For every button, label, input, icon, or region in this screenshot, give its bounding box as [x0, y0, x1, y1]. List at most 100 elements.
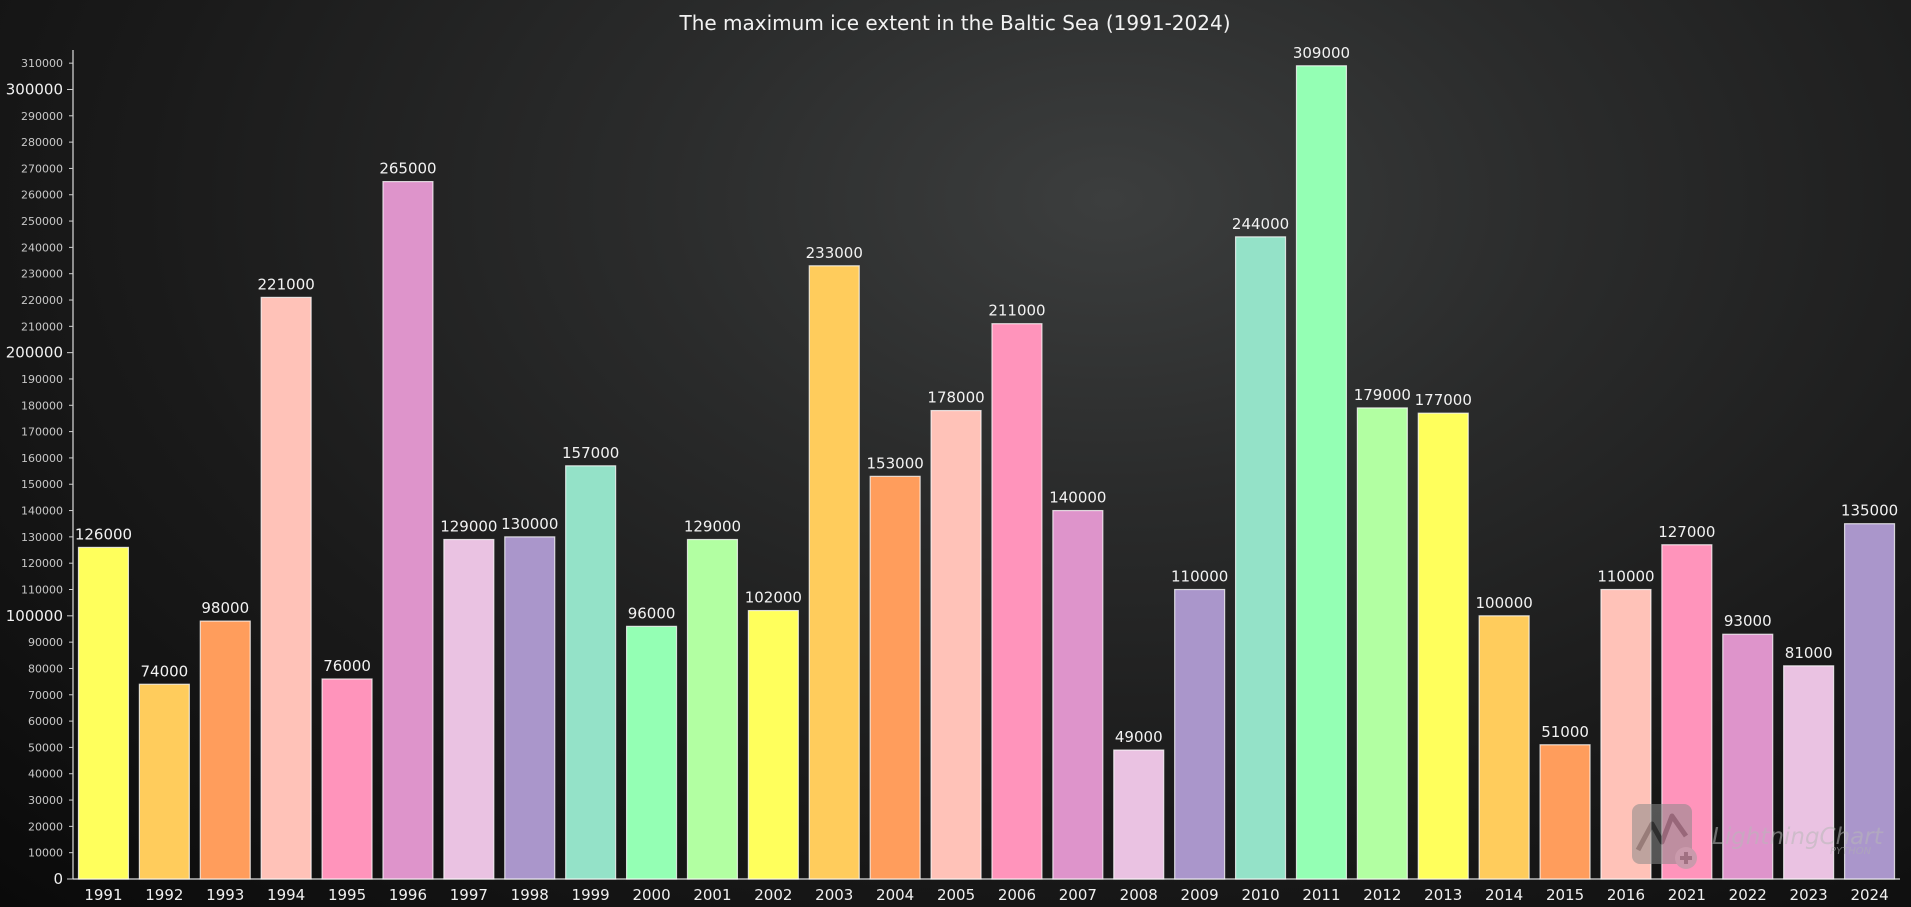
data-label-1995: 76000 — [323, 657, 371, 675]
data-label-2000: 96000 — [628, 604, 676, 622]
data-label-2008: 49000 — [1115, 728, 1163, 746]
bar-1993 — [199, 620, 251, 880]
x-tick-label-1995: 1995 — [328, 886, 366, 904]
bar-2005 — [930, 409, 982, 880]
x-tick-label-2014: 2014 — [1485, 886, 1523, 904]
chart-title: The maximum ice extent in the Baltic Sea… — [679, 11, 1231, 35]
x-tick-label-2009: 2009 — [1181, 886, 1219, 904]
bar-2024 — [1843, 523, 1896, 880]
bar-2023 — [1783, 665, 1835, 880]
x-tick-label-2003: 2003 — [815, 886, 853, 904]
bar-series — [77, 65, 1896, 880]
bar-2003 — [808, 265, 860, 880]
bar-2001 — [686, 538, 739, 880]
y-tick-label: 0 — [53, 870, 63, 888]
x-tick-label-2021: 2021 — [1668, 886, 1706, 904]
y-tick-label: 100000 — [6, 607, 63, 625]
bar-2002 — [747, 609, 799, 880]
y-tick-label: 240000 — [21, 241, 63, 254]
data-label-2014: 100000 — [1476, 594, 1533, 612]
y-tick-label: 250000 — [21, 215, 63, 228]
data-label-1994: 221000 — [258, 275, 315, 293]
data-label-2013: 177000 — [1415, 391, 1472, 409]
bar-2010 — [1234, 236, 1287, 880]
y-tick-label: 300000 — [6, 80, 63, 98]
x-tick-label-2010: 2010 — [1241, 886, 1279, 904]
data-label-1991: 126000 — [75, 525, 132, 543]
y-tick-label: 80000 — [28, 662, 63, 675]
bar-2000 — [625, 625, 678, 880]
data-label-2012: 179000 — [1354, 386, 1411, 404]
bar-2012 — [1356, 407, 1408, 880]
x-tick-label-1994: 1994 — [267, 886, 305, 904]
x-tick-label-2002: 2002 — [754, 886, 792, 904]
y-tick-label: 40000 — [28, 768, 63, 781]
y-tick-label: 150000 — [21, 478, 63, 491]
y-tick-label: 270000 — [21, 162, 63, 175]
y-tick-label: 50000 — [28, 741, 63, 754]
y-tick-label: 10000 — [28, 847, 63, 860]
x-tick-label-1991: 1991 — [84, 886, 122, 904]
bar-1994 — [260, 296, 312, 880]
data-label-2010: 244000 — [1232, 215, 1289, 233]
y-tick-label: 190000 — [21, 373, 63, 386]
bar-1999 — [565, 465, 617, 880]
data-label-2022: 93000 — [1724, 612, 1772, 630]
bar-2007 — [1052, 509, 1104, 880]
x-tick-label-2011: 2011 — [1302, 886, 1340, 904]
x-tick-label-2024: 2024 — [1850, 886, 1888, 904]
data-label-1992: 74000 — [140, 662, 188, 680]
y-tick-label: 70000 — [28, 689, 63, 702]
bar-1996 — [382, 180, 434, 880]
x-tick-label-2022: 2022 — [1729, 886, 1767, 904]
y-tick-label: 30000 — [28, 794, 63, 807]
x-tick-label-2013: 2013 — [1424, 886, 1462, 904]
data-label-2002: 102000 — [745, 589, 802, 607]
x-tick-label-2008: 2008 — [1120, 886, 1158, 904]
x-tick-label-1992: 1992 — [145, 886, 183, 904]
y-tick-label: 160000 — [21, 452, 63, 465]
watermark-subtext: PYTHON — [1830, 846, 1872, 857]
bar-2004 — [869, 475, 921, 880]
data-label-1998: 130000 — [501, 515, 558, 533]
y-tick-label: 280000 — [21, 136, 63, 149]
y-tick-label: 130000 — [21, 531, 63, 544]
y-tick-label: 200000 — [6, 344, 63, 362]
x-tick-label-2023: 2023 — [1790, 886, 1828, 904]
y-tick-label: 210000 — [21, 320, 63, 333]
y-tick-label: 170000 — [21, 426, 63, 439]
y-tick-label: 260000 — [21, 189, 63, 202]
data-label-2001: 129000 — [684, 518, 741, 536]
y-tick-label: 90000 — [28, 636, 63, 649]
data-label-2016: 110000 — [1597, 568, 1654, 586]
bar-2014 — [1478, 615, 1530, 880]
bar-1992 — [138, 683, 190, 880]
data-label-2023: 81000 — [1785, 644, 1833, 662]
x-tick-label-2000: 2000 — [632, 886, 670, 904]
bar-2006 — [991, 323, 1043, 880]
bar-1995 — [321, 678, 373, 880]
x-tick-label-1999: 1999 — [572, 886, 610, 904]
bar-1998 — [504, 536, 556, 880]
x-tick-label-2007: 2007 — [1059, 886, 1097, 904]
bar-2008 — [1113, 749, 1165, 880]
lightningchart-watermark: LightningChart PYTHON — [1630, 802, 1900, 872]
data-label-2011: 309000 — [1293, 44, 1350, 62]
data-label-1996: 265000 — [379, 160, 436, 178]
data-label-1997: 129000 — [440, 518, 497, 536]
bar-1991 — [77, 546, 130, 880]
x-tick-label-1998: 1998 — [511, 886, 549, 904]
data-label-2007: 140000 — [1049, 489, 1106, 507]
x-tick-label-2005: 2005 — [937, 886, 975, 904]
data-label-2021: 127000 — [1658, 523, 1715, 541]
data-label-2024: 135000 — [1841, 502, 1898, 520]
bar-2015 — [1539, 744, 1591, 880]
data-label-2009: 110000 — [1171, 568, 1228, 586]
y-tick-label: 180000 — [21, 399, 63, 412]
lightningchart-logo-icon — [1632, 804, 1697, 869]
data-label-2003: 233000 — [806, 244, 863, 262]
bar-2011 — [1295, 65, 1348, 880]
